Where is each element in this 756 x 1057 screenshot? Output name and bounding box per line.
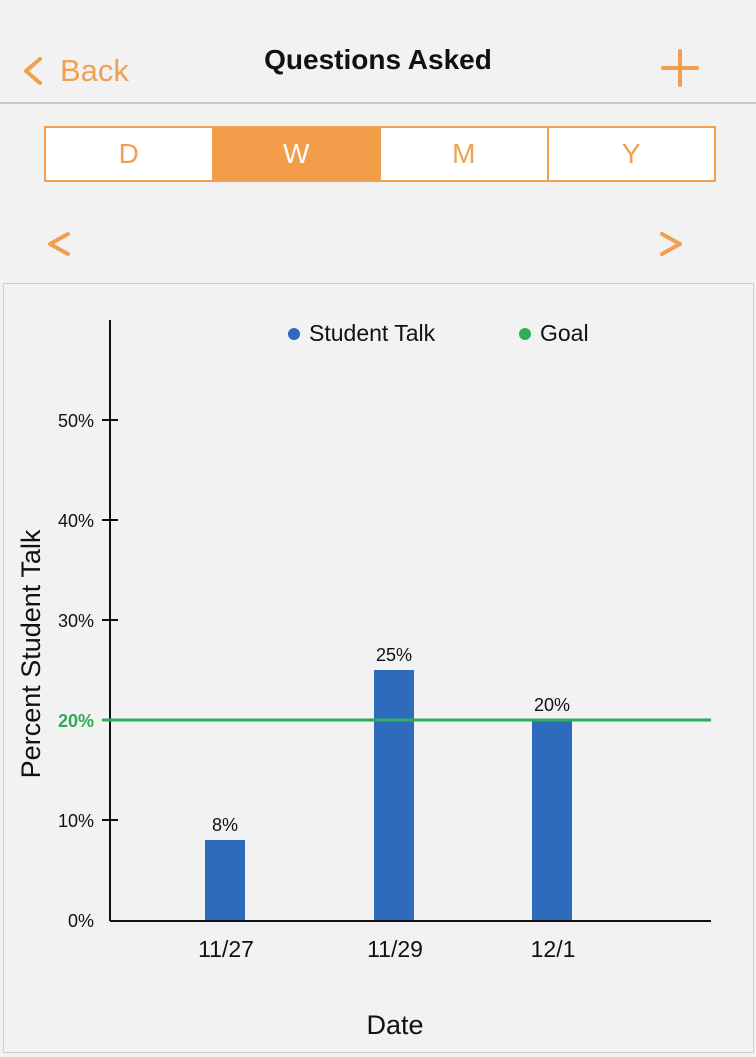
plus-icon[interactable] (660, 48, 700, 88)
next-period-button[interactable] (656, 226, 686, 262)
bars-group: 8% 25% 20% (205, 645, 572, 920)
period-segmented-control: D W M Y (44, 126, 716, 182)
tab-year[interactable]: Y (546, 126, 716, 182)
x-tick-label: 12/1 (531, 936, 576, 962)
legend-label-student-talk: Student Talk (309, 320, 436, 346)
page-title: Questions Asked (264, 44, 492, 75)
x-tick-label: 11/27 (198, 936, 254, 962)
bar-data-label: 20% (534, 695, 570, 715)
bar (205, 840, 245, 920)
legend-label-goal: Goal (540, 320, 589, 346)
navigation-bar: Back Questions Asked (0, 0, 756, 102)
bar-data-label: 8% (212, 815, 238, 835)
y-axis-label: Percent Student Talk (16, 529, 46, 778)
legend-marker-goal (519, 328, 531, 340)
y-tick-label: 50% (58, 411, 94, 431)
tab-week[interactable]: W (211, 126, 381, 182)
back-button[interactable]: Back (18, 50, 129, 92)
y-axis-ticks: 0% 10% 30% 40% 50% (58, 411, 118, 931)
legend-marker-student-talk (288, 328, 300, 340)
tab-day[interactable]: D (44, 126, 214, 182)
back-label: Back (60, 53, 129, 88)
tab-month[interactable]: M (379, 126, 549, 182)
navbar-divider (0, 102, 756, 104)
bar (532, 720, 572, 920)
chart-panel: Student Talk Goal 0% 10% 30% 40% 50% 8% 25% 20… (3, 283, 754, 1053)
y-tick-label: 30% (58, 611, 94, 631)
bar (374, 670, 414, 920)
goal-label: 20% (58, 711, 94, 731)
goal-line-group: 20% (58, 711, 711, 731)
y-tick-label: 0% (68, 911, 94, 931)
y-tick-label: 10% (58, 811, 94, 831)
x-axis-label: Date (366, 1010, 423, 1040)
x-axis-ticks: 11/27 11/29 12/1 (198, 936, 575, 962)
chart-legend: Student Talk Goal (288, 320, 589, 346)
chevron-left-icon (24, 57, 42, 85)
x-tick-label: 11/29 (367, 936, 423, 962)
y-tick-label: 40% (58, 511, 94, 531)
previous-period-button[interactable] (44, 226, 74, 262)
bar-data-label: 25% (376, 645, 412, 665)
bar-chart: Student Talk Goal 0% 10% 30% 40% 50% 8% 25% 20… (16, 320, 711, 1040)
